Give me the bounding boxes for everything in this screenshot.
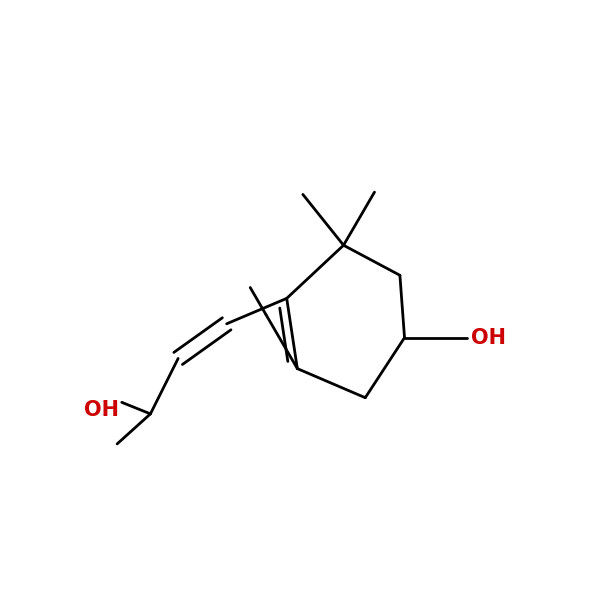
Text: OH: OH (470, 328, 506, 347)
Text: OH: OH (84, 400, 119, 420)
